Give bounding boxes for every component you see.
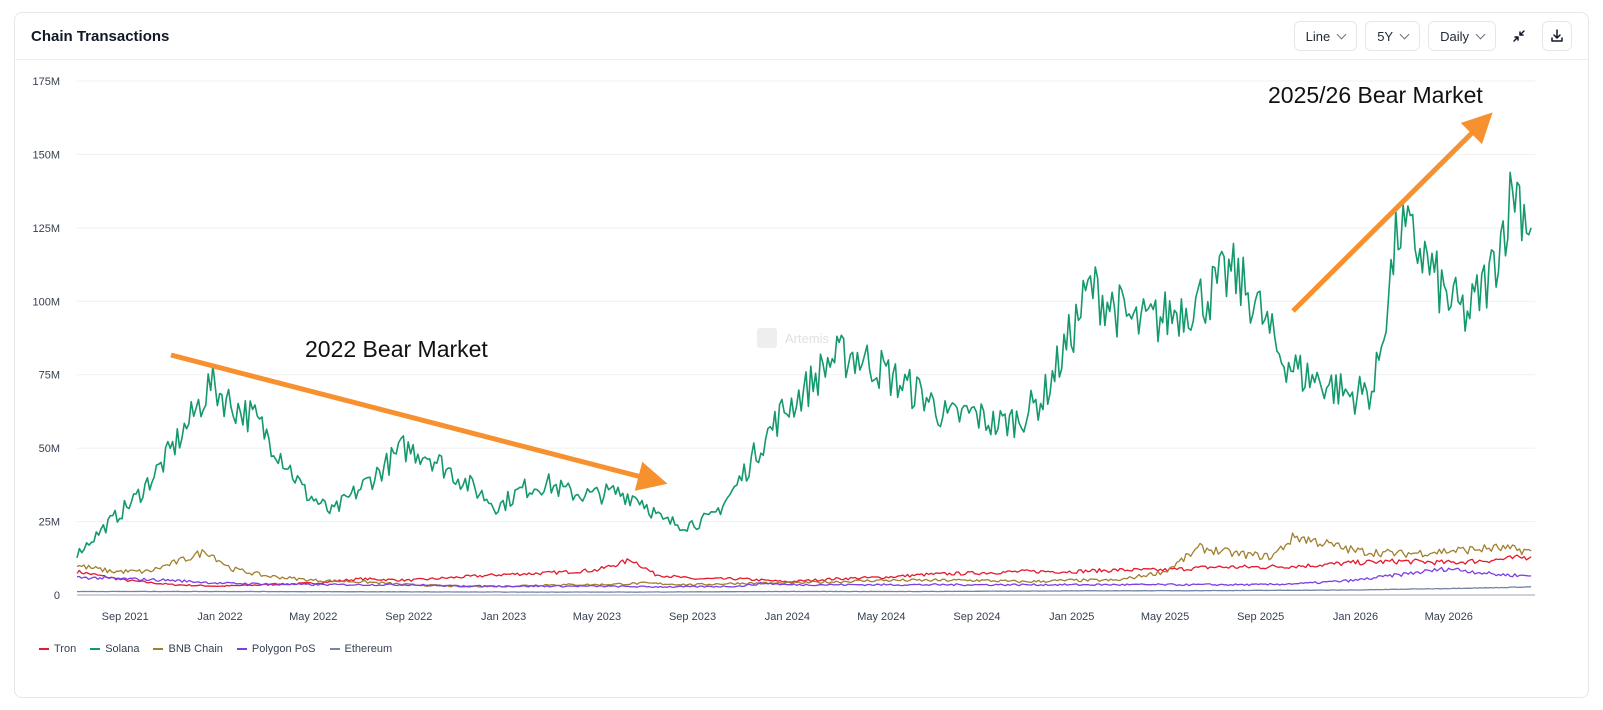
watermark-text: Artemis xyxy=(785,331,830,346)
x-tick-label: Sep 2021 xyxy=(102,611,149,623)
series-line-solana[interactable] xyxy=(76,171,1532,559)
y-axis-ticks: 0 25M 50M 75M 100M 125M 150M 175M xyxy=(32,76,60,602)
annotation-label-right: 2025/26 Bear Market xyxy=(1268,82,1483,108)
y-tick-label: 75M xyxy=(39,370,60,382)
x-axis-ticks: Sep 2021 Jan 2022 May 2022 Sep 2022 Jan 2023… xyxy=(102,611,1473,623)
chart-type-dropdown[interactable]: Line xyxy=(1293,21,1358,51)
annotation-arrow-right xyxy=(1291,112,1493,313)
legend-label: Ethereum xyxy=(344,643,393,655)
x-tick-label: Jan 2026 xyxy=(1333,611,1378,623)
legend-item-ethereum[interactable]: Ethereum xyxy=(329,643,393,655)
chart-controls: Line 5Y Daily xyxy=(1293,21,1572,51)
legend-swatch xyxy=(153,648,164,650)
series-line-polygon-pos[interactable] xyxy=(76,566,1532,589)
x-tick-label: Sep 2023 xyxy=(669,611,716,623)
legend-label: Solana xyxy=(105,643,140,655)
annotation-arrow-left xyxy=(170,352,668,491)
download-button[interactable] xyxy=(1542,21,1572,51)
y-tick-label: 0 xyxy=(54,590,60,602)
legend-swatch xyxy=(39,648,49,650)
x-tick-label: May 2026 xyxy=(1425,611,1473,623)
watermark: Artemis xyxy=(757,328,830,348)
chart-card: Chain Transactions Line 5Y Daily xyxy=(14,12,1589,698)
interval-dropdown[interactable]: Daily xyxy=(1428,21,1496,51)
range-dropdown[interactable]: 5Y xyxy=(1365,21,1421,51)
series-line-tron[interactable] xyxy=(76,554,1532,588)
line-chart: 0 25M 50M 75M 100M 125M 150M 175M Sep 2021 Jan 2… xyxy=(32,76,1535,623)
range-label: 5Y xyxy=(1377,28,1394,44)
x-tick-label: Sep 2025 xyxy=(1237,611,1284,623)
y-tick-label: 25M xyxy=(39,517,60,529)
series-line-bnb-chain[interactable] xyxy=(76,532,1532,588)
x-tick-label: Sep 2022 xyxy=(385,611,432,623)
legend-label: Tron xyxy=(54,643,77,655)
x-tick-label: May 2022 xyxy=(289,611,337,623)
collapse-button[interactable] xyxy=(1504,21,1534,51)
legend-label: Polygon PoS xyxy=(251,643,316,655)
y-tick-label: 175M xyxy=(32,76,60,88)
x-tick-label: May 2025 xyxy=(1141,611,1189,623)
legend-item-tron[interactable]: Tron xyxy=(39,643,76,655)
legend-item-solana[interactable]: Solana xyxy=(90,643,139,655)
x-tick-label: Jan 2024 xyxy=(765,611,810,623)
card-header: Chain Transactions Line 5Y Daily xyxy=(15,13,1588,60)
x-tick-label: Jan 2025 xyxy=(1049,611,1094,623)
download-icon xyxy=(1551,29,1563,42)
x-tick-label: May 2023 xyxy=(573,611,621,623)
legend-swatch xyxy=(236,648,247,650)
legend-swatch xyxy=(90,648,101,650)
watermark-logo-icon xyxy=(757,328,777,348)
legend: Tron Solana BNB Chain Polygon PoS Ethereum xyxy=(39,643,392,655)
y-tick-label: 50M xyxy=(39,443,60,455)
series-line-ethereum[interactable] xyxy=(76,586,1532,593)
annotations: 2022 Bear Market 2025/26 Bear Market xyxy=(170,82,1493,491)
y-tick-label: 100M xyxy=(32,296,60,308)
y-tick-label: 150M xyxy=(32,149,60,161)
legend-label: BNB Chain xyxy=(168,643,223,655)
grid-lines xyxy=(77,80,1535,596)
card-title: Chain Transactions xyxy=(31,28,170,45)
x-tick-label: Jan 2023 xyxy=(481,611,526,623)
series-lines xyxy=(76,171,1532,593)
legend-item-bnb-chain[interactable]: BNB Chain xyxy=(153,643,223,655)
x-tick-label: May 2024 xyxy=(857,611,905,623)
x-tick-label: Jan 2022 xyxy=(197,611,242,623)
chart-type-label: Line xyxy=(1305,28,1331,44)
x-tick-label: Sep 2024 xyxy=(953,611,1000,623)
interval-label: Daily xyxy=(1440,28,1469,44)
y-tick-label: 125M xyxy=(32,223,60,235)
annotation-label-left: 2022 Bear Market xyxy=(305,336,488,362)
legend-item-polygon-pos[interactable]: Polygon PoS xyxy=(236,643,316,655)
collapse-arrows-icon xyxy=(1513,30,1525,42)
legend-swatch xyxy=(329,648,340,650)
